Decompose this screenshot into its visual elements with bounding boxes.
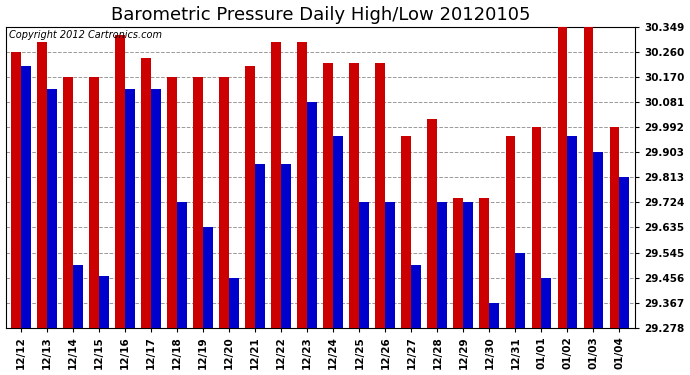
- Bar: [141, 58, 151, 327]
- Title: Barometric Pressure Daily High/Low 20120105: Barometric Pressure Daily High/Low 20120…: [110, 6, 530, 24]
- Bar: [37, 42, 47, 327]
- Bar: [47, 88, 57, 327]
- Bar: [204, 227, 213, 327]
- Bar: [480, 198, 489, 327]
- Bar: [567, 136, 578, 327]
- Bar: [115, 35, 125, 327]
- Bar: [542, 278, 551, 327]
- Bar: [620, 177, 629, 327]
- Bar: [282, 164, 291, 327]
- Bar: [437, 202, 447, 327]
- Bar: [63, 77, 73, 327]
- Bar: [177, 202, 187, 327]
- Bar: [89, 77, 99, 327]
- Bar: [219, 77, 229, 327]
- Bar: [359, 202, 369, 327]
- Bar: [333, 136, 343, 327]
- Bar: [229, 278, 239, 327]
- Bar: [255, 164, 265, 327]
- Bar: [151, 88, 161, 327]
- Bar: [558, 27, 567, 327]
- Bar: [593, 152, 603, 327]
- Bar: [385, 202, 395, 327]
- Bar: [506, 136, 515, 327]
- Bar: [515, 253, 525, 327]
- Bar: [193, 77, 204, 327]
- Bar: [307, 102, 317, 327]
- Bar: [584, 27, 593, 327]
- Bar: [411, 265, 421, 327]
- Bar: [246, 66, 255, 327]
- Bar: [402, 136, 411, 327]
- Bar: [489, 303, 500, 327]
- Bar: [11, 52, 21, 327]
- Bar: [21, 66, 31, 327]
- Bar: [349, 63, 359, 327]
- Bar: [531, 127, 542, 327]
- Bar: [453, 198, 464, 327]
- Bar: [99, 276, 109, 327]
- Bar: [297, 42, 307, 327]
- Bar: [609, 127, 620, 327]
- Bar: [271, 42, 282, 327]
- Bar: [168, 77, 177, 327]
- Bar: [464, 202, 473, 327]
- Text: Copyright 2012 Cartronics.com: Copyright 2012 Cartronics.com: [9, 30, 161, 39]
- Bar: [428, 119, 437, 327]
- Bar: [125, 88, 135, 327]
- Bar: [324, 63, 333, 327]
- Bar: [73, 265, 83, 327]
- Bar: [375, 63, 385, 327]
